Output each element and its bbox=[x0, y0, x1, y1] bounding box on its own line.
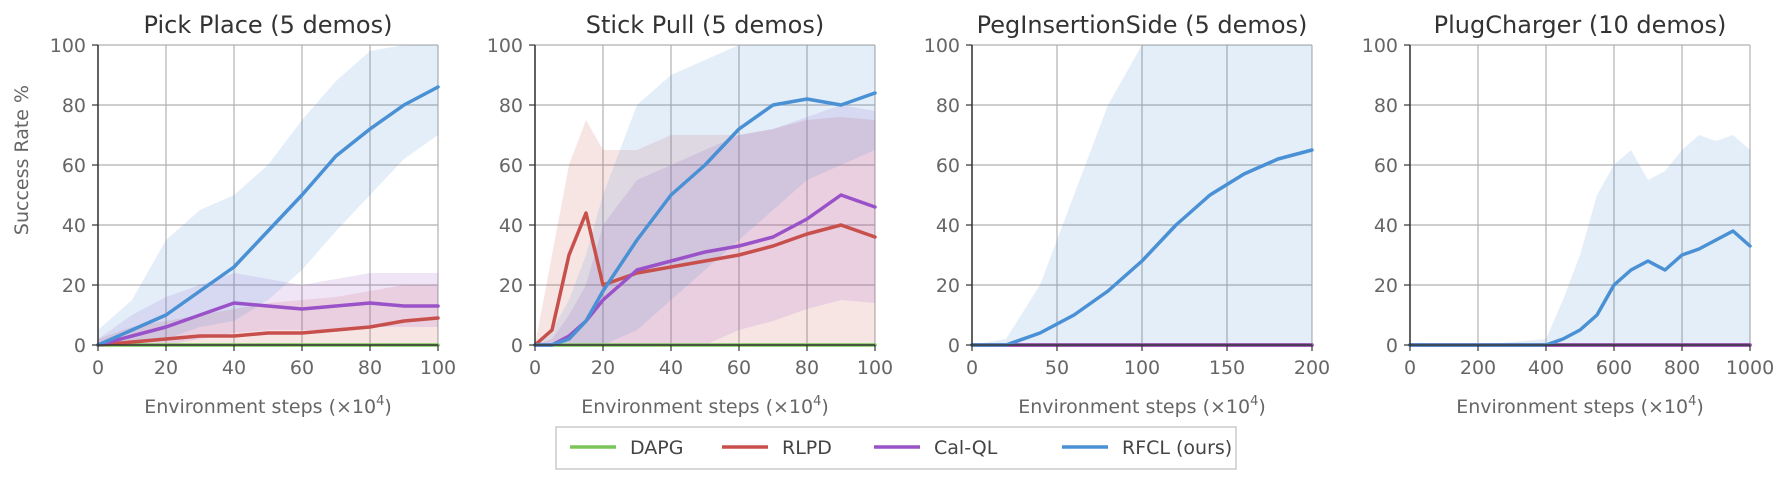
series-line-rfcl-ours- bbox=[970, 148, 1314, 347]
band-rfcl-ours- bbox=[98, 45, 438, 345]
y-tick-label: 20 bbox=[936, 275, 960, 297]
x-tick-label: 20 bbox=[591, 357, 615, 379]
y-tick-label: 60 bbox=[62, 155, 86, 177]
x-tick-label: 100 bbox=[857, 357, 893, 379]
x-axis-label: Environment steps (×104) bbox=[1018, 394, 1266, 418]
x-tick-label: 1000 bbox=[1726, 357, 1774, 379]
y-tick-label: 60 bbox=[936, 155, 960, 177]
chart-panel-3: 0 50 100 150 200 0 20 40 60 80 100 PegInsertionSide… bbox=[924, 11, 1330, 418]
y-tick-label: 80 bbox=[1374, 95, 1398, 117]
x-tick-label: 800 bbox=[1664, 357, 1700, 379]
panel-title: PegInsertionSide (5 demos) bbox=[977, 11, 1308, 39]
y-tick-label: 40 bbox=[499, 215, 523, 237]
series-line-cal-ql bbox=[533, 193, 877, 347]
x-tick-label: 400 bbox=[1528, 357, 1564, 379]
legend-label: DAPG bbox=[630, 437, 683, 459]
panel-title: Pick Place (5 demos) bbox=[144, 11, 393, 39]
band-rlpd bbox=[535, 117, 875, 345]
x-tick-label: 0 bbox=[966, 357, 978, 379]
x-tick-label: 600 bbox=[1596, 357, 1632, 379]
x-tick-label: 40 bbox=[659, 357, 683, 379]
y-tick-label: 0 bbox=[1386, 335, 1398, 357]
x-tick-label: 50 bbox=[1045, 357, 1069, 379]
y-tick-label: 20 bbox=[62, 275, 86, 297]
x-axis-label: Environment steps (×104) bbox=[144, 394, 392, 418]
chart-panel-2: 0 20 40 60 80 100 0 20 40 60 80 100 Stick Pull (5 de… bbox=[487, 11, 893, 418]
x-tick-label: 200 bbox=[1460, 357, 1496, 379]
y-tick-label: 80 bbox=[62, 95, 86, 117]
y-axis-label: Success Rate % bbox=[11, 85, 33, 235]
x-tick-label: 200 bbox=[1294, 357, 1330, 379]
panel-title: Stick Pull (5 demos) bbox=[586, 11, 824, 39]
panel-title: PlugCharger (10 demos) bbox=[1434, 11, 1727, 39]
x-tick-label: 0 bbox=[92, 357, 104, 379]
series-line-rfcl-ours- bbox=[533, 91, 877, 347]
series-line-rlpd bbox=[96, 316, 440, 347]
band-rfcl-ours- bbox=[535, 45, 875, 345]
legend-label: RFCL (ours) bbox=[1122, 437, 1232, 459]
y-tick-label: 60 bbox=[1374, 155, 1398, 177]
x-tick-label: 60 bbox=[727, 357, 751, 379]
y-tick-label: 0 bbox=[948, 335, 960, 357]
band-rfcl-ours- bbox=[972, 45, 1312, 345]
x-tick-label: 40 bbox=[222, 357, 246, 379]
x-axis-label: Environment steps (×104) bbox=[1456, 394, 1704, 418]
y-tick-label: 100 bbox=[924, 35, 960, 57]
y-tick-label: 100 bbox=[1362, 35, 1398, 57]
x-tick-label: 80 bbox=[795, 357, 819, 379]
chart-panel-1: 0 20 40 60 80 100 0 20 40 60 80 100 Pick Place (5 de… bbox=[50, 11, 456, 418]
x-tick-label: 20 bbox=[154, 357, 178, 379]
series-line-cal-ql bbox=[96, 301, 440, 347]
series-line-rlpd bbox=[533, 211, 877, 347]
x-tick-label: 60 bbox=[290, 357, 314, 379]
chart-panel-4: 0 200 400 600 800 1000 0 20 40 60 80 100 PlugCharger… bbox=[1362, 11, 1774, 418]
legend-label: Cal-QL bbox=[934, 437, 998, 459]
series-line-rfcl-ours- bbox=[96, 85, 440, 347]
y-tick-label: 40 bbox=[62, 215, 86, 237]
x-tick-label: 100 bbox=[1124, 357, 1160, 379]
y-tick-label: 20 bbox=[499, 275, 523, 297]
band-rfcl-ours- bbox=[1410, 135, 1750, 345]
y-tick-label: 100 bbox=[50, 35, 86, 57]
x-tick-label: 0 bbox=[1404, 357, 1416, 379]
y-tick-label: 80 bbox=[499, 95, 523, 117]
x-tick-label: 150 bbox=[1209, 357, 1245, 379]
y-tick-label: 80 bbox=[936, 95, 960, 117]
x-tick-label: 0 bbox=[529, 357, 541, 379]
x-tick-label: 80 bbox=[358, 357, 382, 379]
y-tick-label: 40 bbox=[1374, 215, 1398, 237]
y-tick-label: 100 bbox=[487, 35, 523, 57]
series-line-rfcl-ours- bbox=[1408, 229, 1752, 347]
y-tick-label: 40 bbox=[936, 215, 960, 237]
y-tick-label: 0 bbox=[74, 335, 86, 357]
y-tick-label: 20 bbox=[1374, 275, 1398, 297]
legend: DAPG RLPD Cal-QL RFCL (ours) bbox=[555, 426, 1237, 470]
legend-label: RLPD bbox=[782, 437, 832, 459]
x-axis-label: Environment steps (×104) bbox=[581, 394, 829, 418]
x-tick-label: 100 bbox=[420, 357, 456, 379]
y-tick-label: 60 bbox=[499, 155, 523, 177]
y-tick-label: 0 bbox=[511, 335, 523, 357]
